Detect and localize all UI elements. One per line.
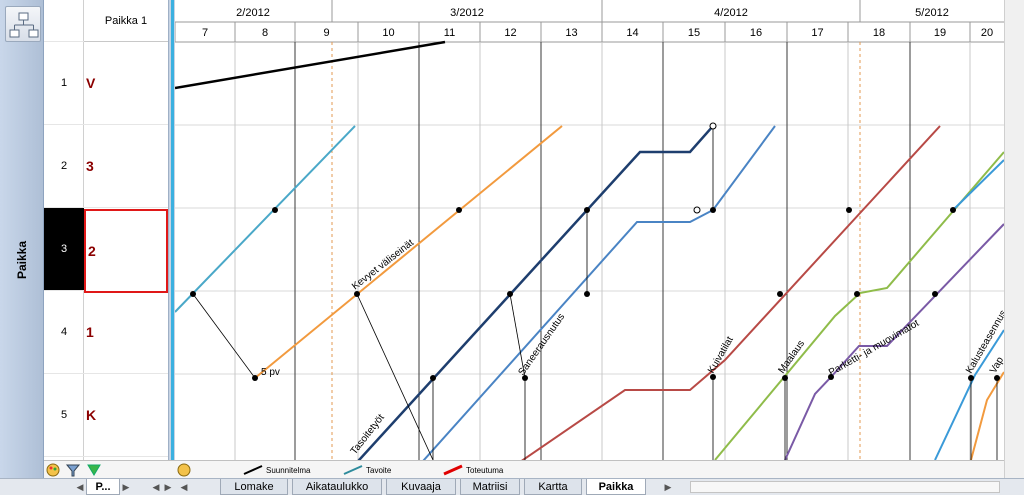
month-label: 2/2012 <box>236 7 270 19</box>
tab-matriisi[interactable]: Matriisi <box>460 479 520 495</box>
flowline-red[interactable] <box>520 125 941 460</box>
duration-annotation: 5 pv <box>261 367 280 378</box>
plan-line[interactable] <box>175 40 446 90</box>
week-label: 20 <box>981 27 993 39</box>
flowline-lightblue[interactable] <box>934 329 1004 460</box>
week-label: 16 <box>750 27 762 39</box>
task-label: Kevyet väliseinät <box>350 237 416 292</box>
flowline-svg: 2/2012 3/2012 4/2012 5/2012 7 8 9 10 11 12 13 1… <box>175 0 1004 460</box>
scroll-right-button[interactable]: ▶ <box>122 481 130 492</box>
task-label: Saneerausnutus <box>516 312 567 378</box>
location-name[interactable]: 3 <box>84 125 168 208</box>
task-label: Parketti- ja muovimatot <box>827 318 921 379</box>
task-label: Vap <box>988 355 1004 376</box>
vertical-scrollbar[interactable] <box>1004 0 1024 478</box>
scroll-right-button[interactable]: ▶ <box>164 481 172 492</box>
week-label: 19 <box>934 27 946 39</box>
legend-item: Toteutuma <box>466 466 504 475</box>
week-label: 8 <box>262 27 268 39</box>
legend-bar: Suunnitelma Tavoite Toteutuma <box>44 460 1004 478</box>
flowline-purple[interactable] <box>784 223 1004 460</box>
location-name-selected[interactable]: 2 <box>84 209 168 293</box>
tab-left-pane[interactable]: P... <box>86 479 120 495</box>
location-name[interactable]: V <box>84 42 168 125</box>
week-label: 11 <box>444 27 455 39</box>
flowline-orange[interactable] <box>254 125 563 379</box>
week-label: 10 <box>382 27 394 39</box>
location-flowline-chart[interactable]: 2/2012 3/2012 4/2012 5/2012 7 8 9 10 11 12 13 1… <box>175 0 1004 460</box>
task-label: Kuivatilat <box>706 335 736 376</box>
month-label: 5/2012 <box>915 7 949 19</box>
flowline-green[interactable] <box>714 151 1004 460</box>
row-number[interactable]: 5 <box>44 374 84 457</box>
palette-icon[interactable] <box>177 463 191 477</box>
month-label: 3/2012 <box>450 7 484 19</box>
week-label: 9 <box>323 27 329 39</box>
week-label: 18 <box>873 27 885 39</box>
legend-item: Tavoite <box>366 466 392 475</box>
week-label: 14 <box>626 27 638 39</box>
timeline-header <box>175 0 1004 42</box>
flowline-blue[interactable] <box>415 125 776 460</box>
row-number-selected[interactable]: 3 <box>44 208 84 291</box>
flowline-navy[interactable] <box>350 125 714 460</box>
left-sidebar: Paikka <box>0 0 44 478</box>
location-column-header[interactable]: Paikka 1 <box>84 0 168 42</box>
org-chart-icon <box>9 12 39 38</box>
legend-item: Suunnitelma <box>266 466 311 475</box>
scroll-right-button[interactable]: ▶ <box>664 481 672 492</box>
tab-lomake[interactable]: Lomake <box>220 479 288 495</box>
org-chart-button[interactable] <box>5 6 41 42</box>
scroll-left-button[interactable]: ◀ <box>152 481 160 492</box>
week-label: 12 <box>504 27 516 39</box>
horizontal-scrollbar[interactable] <box>690 481 1000 493</box>
tab-kuvaaja[interactable]: Kuvaaja <box>386 479 456 495</box>
tab-paikka[interactable]: Paikka <box>586 479 646 495</box>
row-number-column: 1 2 3 4 5 <box>44 0 84 460</box>
scroll-left-button[interactable]: ◀ <box>180 481 188 492</box>
row-number[interactable]: 4 <box>44 291 84 374</box>
week-label: 13 <box>565 27 577 39</box>
tab-aikataulukko[interactable]: Aikataulukko <box>292 479 382 495</box>
month-label: 4/2012 <box>714 7 748 19</box>
week-label: 17 <box>811 27 823 39</box>
row-number[interactable]: 2 <box>44 125 84 208</box>
location-name[interactable]: K <box>84 374 168 457</box>
filter-green-icon[interactable] <box>87 464 101 476</box>
week-label: 7 <box>202 27 208 39</box>
splitter-accent <box>171 0 174 460</box>
view-tab-bar: ◀ P... ▶ ◀ ▶ ◀ Lomake Aikataulukko Kuvaa… <box>0 478 1024 495</box>
palette-icon[interactable] <box>46 463 60 477</box>
filter-icon[interactable] <box>65 464 81 477</box>
scroll-left-button[interactable]: ◀ <box>76 481 84 492</box>
paikka-vertical-label: Paikka <box>15 240 29 280</box>
location-name-column: Paikka 1 V 3 2 1 K <box>84 0 168 460</box>
flowline-teal[interactable] <box>175 125 356 313</box>
task-label: Maalaus <box>776 338 807 375</box>
week-label: 15 <box>688 27 700 39</box>
location-name[interactable]: 1 <box>84 291 168 374</box>
row-number[interactable]: 1 <box>44 42 84 125</box>
tab-kartta[interactable]: Kartta <box>524 479 582 495</box>
